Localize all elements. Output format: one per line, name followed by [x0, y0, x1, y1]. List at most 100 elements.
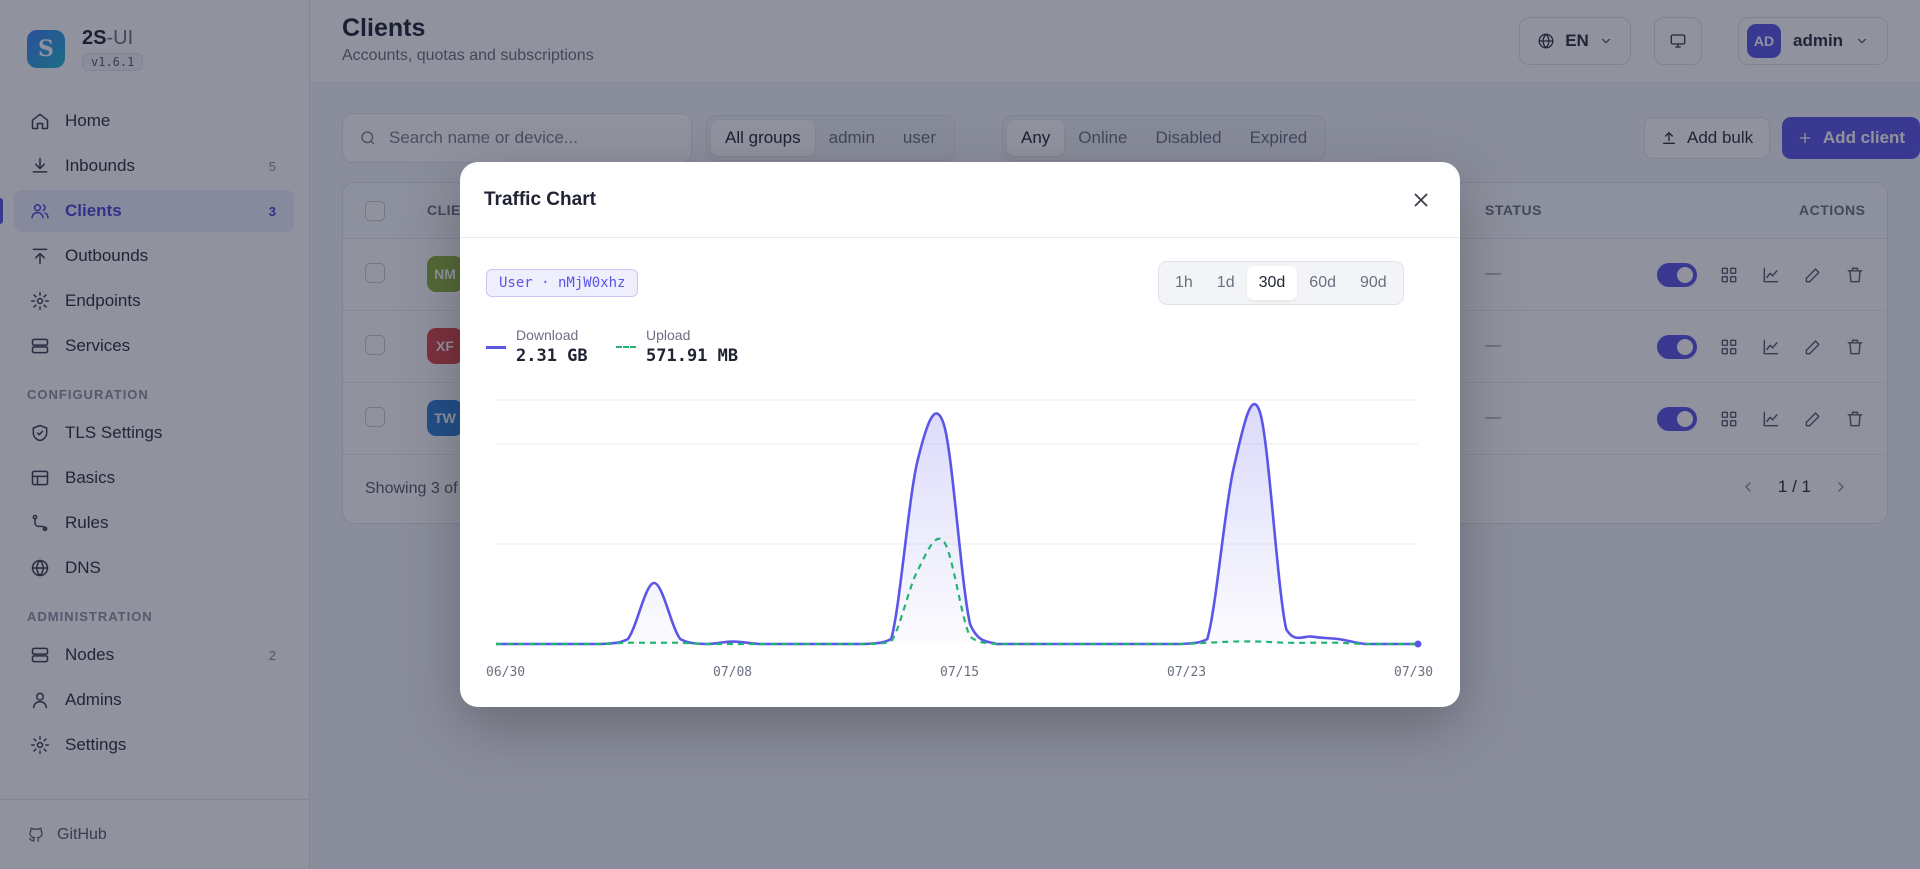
range-30d[interactable]: 30d: [1246, 266, 1298, 300]
qr-code-icon: [1721, 339, 1737, 355]
sidebar-item-label: Basics: [65, 468, 116, 487]
sidebar-item-label: Inbounds: [65, 156, 135, 175]
last-point-marker: [1414, 640, 1422, 648]
column-header-client[interactable]: CLIE: [427, 202, 461, 218]
enable-toggle[interactable]: [1657, 263, 1697, 287]
sidebar-item-tls-settings[interactable]: TLS Settings: [14, 412, 294, 454]
sidebar-item-services[interactable]: Services: [14, 325, 294, 367]
add-bulk-button[interactable]: Add bulk: [1644, 117, 1771, 159]
close-button[interactable]: [1410, 189, 1432, 211]
add-client-button[interactable]: Add client: [1782, 117, 1920, 159]
row-checkbox[interactable]: [365, 335, 385, 355]
status-filter-disabled[interactable]: Disabled: [1155, 128, 1222, 147]
delete-button[interactable]: [1845, 337, 1865, 357]
range-60d[interactable]: 60d: [1309, 274, 1336, 291]
search-icon: [361, 131, 375, 145]
sidebar-item-label: Rules: [65, 513, 109, 532]
client-avatar: TW: [427, 400, 463, 436]
version-badge: v1.6.1: [82, 53, 144, 71]
github-label: GitHub: [57, 825, 107, 843]
pencil-icon: [1805, 268, 1820, 283]
enable-toggle[interactable]: [1657, 335, 1697, 359]
chevron-right-icon[interactable]: [1833, 479, 1849, 495]
sidebar-item-basics[interactable]: Basics: [14, 457, 294, 499]
upload-icon: [32, 248, 48, 265]
sidebar-nav: Home Inbounds 5 Clients 3 Outbounds Endp…: [0, 100, 294, 769]
delete-button[interactable]: [1845, 409, 1865, 429]
sidebar-item-inbounds[interactable]: Inbounds 5: [14, 145, 294, 187]
row-status: —: [1485, 265, 1501, 282]
qr-code-button[interactable]: [1719, 409, 1739, 429]
chevron-left-icon[interactable]: [1740, 479, 1756, 495]
row-checkbox[interactable]: [365, 407, 385, 427]
sidebar-item-label: Nodes: [65, 645, 115, 664]
language-selector[interactable]: EN: [1519, 17, 1631, 65]
status-filter: Any Online Disabled Expired: [1002, 115, 1327, 161]
sidebar-item-clients[interactable]: Clients 3: [0, 190, 294, 232]
range-1d[interactable]: 1d: [1216, 274, 1235, 291]
status-filter-any[interactable]: Any: [1007, 120, 1065, 156]
topbar: Clients Accounts, quotas and subscriptio…: [310, 0, 1920, 83]
status-filter-expired[interactable]: Expired: [1249, 128, 1308, 147]
globe-icon: [31, 559, 49, 577]
sidebar-item-home[interactable]: Home: [14, 100, 294, 142]
legend-label: Upload: [646, 327, 691, 343]
edit-button[interactable]: [1803, 409, 1823, 429]
brand[interactable]: S 2S-UI v1.6.1: [27, 27, 144, 71]
group-filter-admin[interactable]: admin: [828, 128, 875, 147]
table-footer: Showing 3 of 1 / 1: [343, 455, 1887, 523]
traffic-chart-button[interactable]: [1761, 337, 1781, 357]
sidebar-item-nodes[interactable]: Nodes 2: [14, 634, 294, 676]
close-icon: [1414, 193, 1428, 207]
upload-line: [496, 537, 1418, 646]
group-filter-user[interactable]: user: [902, 128, 936, 147]
page-indicator: 1 / 1: [1777, 477, 1811, 496]
sidebar: S 2S-UI v1.6.1 Home Inbounds 5 Clients 3…: [0, 0, 310, 869]
chart-icon: [1763, 267, 1779, 283]
sidebar-item-label: Home: [65, 111, 111, 130]
trash-icon: [1847, 339, 1863, 355]
qr-code-button[interactable]: [1719, 265, 1739, 285]
status-filter-online[interactable]: Online: [1078, 128, 1128, 147]
globe-icon: [1538, 33, 1554, 49]
sidebar-item-rules[interactable]: Rules: [14, 502, 294, 544]
qr-code-icon: [1721, 267, 1737, 283]
edit-button[interactable]: [1803, 265, 1823, 285]
qr-code-icon: [1721, 411, 1737, 427]
download-icon: [32, 157, 48, 173]
enable-toggle[interactable]: [1657, 407, 1697, 431]
modal-title: Traffic Chart: [484, 189, 596, 210]
select-all-checkbox[interactable]: [365, 201, 385, 221]
traffic-chart-button[interactable]: [1761, 409, 1781, 429]
delete-button[interactable]: [1845, 265, 1865, 285]
sidebar-item-outbounds[interactable]: Outbounds: [14, 235, 294, 277]
server-icon: [31, 647, 49, 663]
edit-button[interactable]: [1803, 337, 1823, 357]
home-icon: [31, 113, 49, 130]
traffic-chart-button[interactable]: [1761, 265, 1781, 285]
range-1h[interactable]: 1h: [1175, 274, 1193, 291]
column-header-actions: ACTIONS: [1799, 202, 1866, 218]
column-header-status[interactable]: STATUS: [1485, 202, 1542, 218]
search-input[interactable]: [389, 128, 679, 148]
sidebar-item-admins[interactable]: Admins: [14, 679, 294, 721]
legend-total: 2.31 GB: [516, 346, 588, 366]
sidebar-item-endpoints[interactable]: Endpoints: [14, 280, 294, 322]
github-link[interactable]: GitHub: [0, 799, 310, 869]
sidebar-item-count: 2: [268, 647, 276, 663]
user-menu[interactable]: AD admin: [1738, 17, 1888, 65]
sidebar-item-settings[interactable]: Settings: [14, 724, 294, 766]
sidebar-item-label: Clients: [65, 201, 122, 220]
showing-count: Showing 3 of: [365, 480, 458, 497]
username: admin: [1793, 31, 1844, 50]
sidebar-item-count: 5: [268, 158, 276, 174]
range-90d[interactable]: 90d: [1360, 274, 1387, 291]
download-line: [496, 402, 1418, 646]
sidebar-item-dns[interactable]: DNS: [14, 547, 294, 589]
group-filter-all[interactable]: All groups: [711, 120, 815, 156]
qr-code-button[interactable]: [1719, 337, 1739, 357]
theme-toggle-button[interactable]: [1654, 17, 1702, 65]
chevron-down-icon: [1601, 38, 1610, 44]
row-checkbox[interactable]: [365, 263, 385, 283]
legend-download: Download 2.31 GB: [486, 327, 588, 366]
